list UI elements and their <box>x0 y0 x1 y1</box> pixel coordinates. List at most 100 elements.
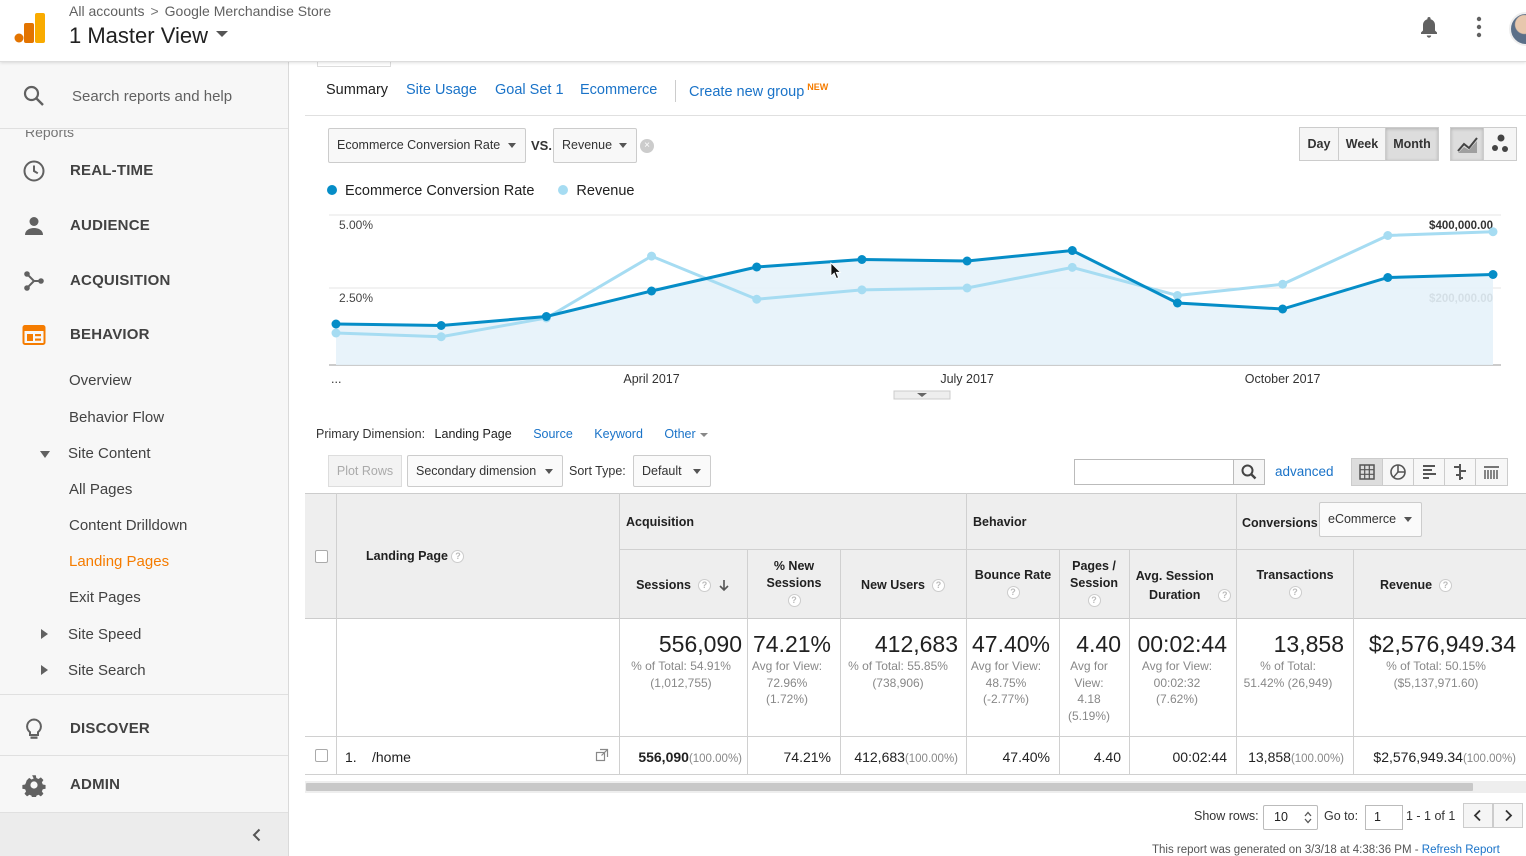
dimension-option-keyword[interactable]: Keyword <box>594 427 643 441</box>
row-landing-page-link[interactable]: /home <box>372 749 411 765</box>
nav-behavior-flow[interactable]: Behavior Flow <box>69 409 165 426</box>
revenue-header-label[interactable]: Revenue <box>1379 578 1433 592</box>
refresh-report-link[interactable]: Refresh Report <box>1421 844 1500 856</box>
clear-metric-icon[interactable]: × <box>640 139 654 153</box>
nav-content-drilldown[interactable]: Content Drilldown <box>69 517 188 534</box>
next-page-button[interactable] <box>1493 803 1523 828</box>
view-title[interactable]: 1 Master View <box>69 23 208 48</box>
advanced-filter-link[interactable]: advanced <box>1275 464 1334 479</box>
sidebar-search[interactable]: Search reports and help <box>0 62 288 129</box>
comparison-view-button[interactable] <box>1445 459 1476 485</box>
nav-overview[interactable]: Overview <box>69 372 132 389</box>
legend-item-revenue[interactable]: Revenue <box>558 183 634 199</box>
chevron-left-icon[interactable] <box>250 828 264 842</box>
secondary-dimension-dropdown[interactable]: Secondary dimension <box>407 455 563 487</box>
nav-acquisition[interactable]: ACQUISITION <box>0 261 288 301</box>
horizontal-scrollbar-thumb[interactable] <box>306 783 1473 791</box>
goto-input[interactable]: 1 <box>1365 805 1403 830</box>
tab-create-new-group[interactable]: Create new group NEW <box>689 82 828 100</box>
tab-summary[interactable]: Summary <box>326 82 389 98</box>
motion-chart-button[interactable] <box>1483 127 1517 161</box>
show-rows-select[interactable]: 10 <box>1263 805 1318 830</box>
help-icon[interactable]: ? <box>1439 579 1453 593</box>
primary-metric-dropdown[interactable]: Ecommerce Conversion Rate <box>328 128 526 163</box>
breadcrumb[interactable]: All accounts > Google Merchandise Store <box>69 3 331 19</box>
transactions-header-label[interactable]: Transactions <box>1256 568 1334 582</box>
prev-page-button[interactable] <box>1463 803 1493 828</box>
bell-icon[interactable] <box>1419 15 1439 39</box>
landing-page-header-label[interactable]: Landing Page <box>366 549 448 563</box>
open-external-icon[interactable] <box>595 748 609 762</box>
nav-landing-pages[interactable]: Landing Pages <box>69 553 170 570</box>
new-sessions-header-label[interactable]: % New Sessions <box>766 559 822 590</box>
breadcrumb-store[interactable]: Google Merchandise Store <box>164 3 332 19</box>
sessions-header-label[interactable]: Sessions <box>636 578 691 592</box>
bounce-rate-header-label[interactable]: Bounce Rate <box>974 568 1052 582</box>
duration-header-label[interactable]: Avg. Session Duration <box>1135 569 1214 602</box>
row-checkbox[interactable] <box>315 749 328 762</box>
breadcrumb-all-accounts[interactable]: All accounts <box>69 3 145 19</box>
help-icon[interactable]: ? <box>1218 589 1232 603</box>
granularity-month-button[interactable]: Month <box>1385 127 1439 161</box>
dimension-option-other[interactable]: Other <box>664 427 708 441</box>
expand-right-icon[interactable] <box>41 629 48 639</box>
search-input[interactable]: Search reports and help <box>72 88 233 105</box>
help-icon[interactable]: ? <box>1087 594 1101 608</box>
column-header-transactions[interactable]: Transactions? <box>1239 567 1351 601</box>
plot-rows-button[interactable]: Plot Rows <box>328 455 402 487</box>
table-row[interactable] <box>305 737 1526 775</box>
help-icon[interactable]: ? <box>1006 586 1020 600</box>
table-search-input[interactable] <box>1074 459 1234 485</box>
nav-site-content[interactable]: Site Content <box>68 445 151 462</box>
line-chart-button[interactable] <box>1450 127 1484 161</box>
column-header-pages-session[interactable]: Pages / Session? <box>1062 558 1126 609</box>
column-header-new-sessions[interactable]: % New Sessions? <box>751 558 837 609</box>
performance-view-button[interactable] <box>1414 459 1445 485</box>
nav-behavior[interactable]: BEHAVIOR <box>0 315 288 355</box>
expand-right-icon[interactable] <box>41 665 48 675</box>
create-group-label[interactable]: Create new group <box>689 83 805 100</box>
granularity-week-button[interactable]: Week <box>1338 127 1386 161</box>
legend-item-conversion-rate[interactable]: Ecommerce Conversion Rate <box>327 183 534 199</box>
tab-site-usage[interactable]: Site Usage <box>406 82 477 98</box>
pages-session-header-label[interactable]: Pages / Session <box>1070 559 1118 590</box>
tab-ecommerce[interactable]: Ecommerce <box>580 82 658 98</box>
help-icon[interactable]: ? <box>451 550 465 564</box>
nav-exit-pages[interactable]: Exit Pages <box>69 589 141 606</box>
help-icon[interactable]: ? <box>931 579 945 593</box>
search-icon[interactable] <box>23 85 45 107</box>
column-header-landing-page[interactable]: Landing Page ? <box>366 549 465 564</box>
data-table-view-button[interactable] <box>1352 459 1383 485</box>
new-users-header-label[interactable]: New Users <box>861 578 925 592</box>
avatar[interactable] <box>1509 12 1526 46</box>
granularity-day-button[interactable]: Day <box>1299 127 1339 161</box>
expand-down-icon[interactable] <box>40 451 50 458</box>
table-search-button[interactable] <box>1233 459 1265 485</box>
tab-goal-set-1[interactable]: Goal Set 1 <box>495 82 564 98</box>
sort-type-dropdown[interactable]: Default <box>633 455 711 487</box>
pivot-view-button[interactable] <box>1476 459 1507 485</box>
help-icon[interactable]: ? <box>1288 586 1302 600</box>
caret-down-icon[interactable] <box>215 31 228 38</box>
nav-audience[interactable]: AUDIENCE <box>0 206 288 246</box>
dimension-option-source[interactable]: Source <box>533 427 573 441</box>
column-header-bounce-rate[interactable]: Bounce Rate? <box>970 567 1056 601</box>
nav-all-pages[interactable]: All Pages <box>69 481 133 498</box>
select-all-checkbox[interactable] <box>315 550 328 563</box>
nav-site-search[interactable]: Site Search <box>68 662 146 679</box>
help-icon[interactable]: ? <box>787 594 801 608</box>
help-icon[interactable]: ? <box>697 579 711 593</box>
nav-realtime[interactable]: REAL-TIME <box>0 151 288 191</box>
nav-discover[interactable]: DISCOVER <box>0 709 288 749</box>
column-header-sessions[interactable]: Sessions ? <box>623 577 743 594</box>
analytics-logo-icon[interactable] <box>14 13 46 43</box>
nav-admin[interactable]: ADMIN <box>0 765 288 805</box>
sort-desc-icon[interactable] <box>718 579 730 592</box>
column-header-new-users[interactable]: New Users ? <box>844 577 962 594</box>
dimension-option-other-label[interactable]: Other <box>664 427 696 441</box>
nav-site-speed[interactable]: Site Speed <box>68 626 142 643</box>
column-header-avg-session-duration[interactable]: Avg. Session Duration ? <box>1133 567 1233 605</box>
pie-view-button[interactable] <box>1383 459 1414 485</box>
view-selector[interactable]: 1 Master View <box>69 23 228 49</box>
column-header-revenue[interactable]: Revenue ? <box>1357 577 1475 594</box>
